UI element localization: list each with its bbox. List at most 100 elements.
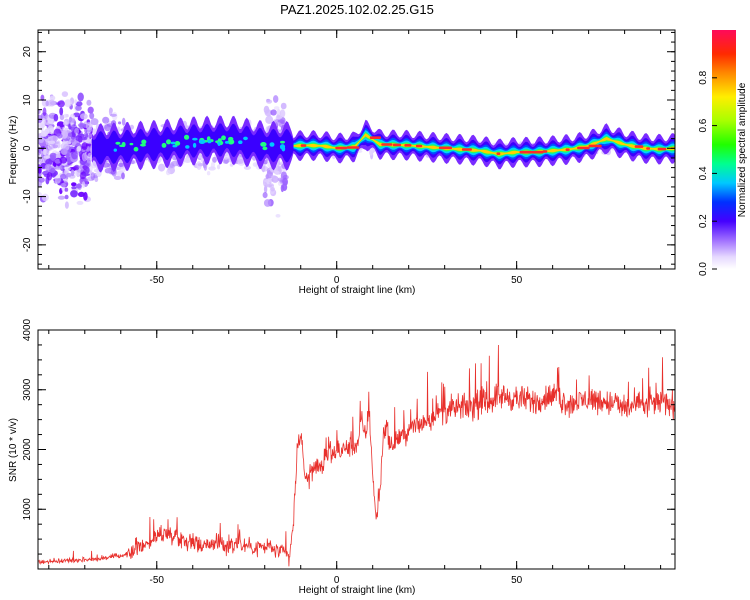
heatmap-noise-blob — [42, 107, 47, 116]
figure-title: PAZ1.2025.102.02.25.G15 — [280, 2, 434, 17]
heatmap-hot-spot — [161, 142, 167, 148]
heatmap-ridge-peak — [646, 147, 650, 150]
heatmap-noise-blob — [38, 146, 42, 156]
heatmap-noise-blob — [102, 116, 110, 124]
heatmap-hot-spot — [166, 139, 171, 145]
heatmap-noise-blob — [47, 140, 56, 144]
heatmap-noise-blob — [71, 166, 79, 171]
heatmap-noise-blob — [197, 163, 204, 167]
heatmap-noise-blob — [75, 101, 83, 107]
heatmap-noise-blob — [70, 169, 75, 177]
heatmap-noise-blob — [263, 199, 272, 207]
heatmap-noise-blob — [45, 100, 50, 107]
heatmap-hot-spot — [207, 139, 212, 144]
heatmap-noise-blob — [279, 109, 286, 118]
heatmap-noise-blob — [121, 172, 125, 180]
heatmap-noise-blob — [74, 127, 79, 135]
heatmap-noise-blob — [46, 171, 53, 181]
heatmap-x-axis-label: Height of straight line (km) — [299, 285, 416, 296]
heatmap-hot-spot — [224, 141, 230, 144]
heatmap-noise-blob — [43, 119, 50, 126]
heatmap-hot-spot — [217, 138, 222, 142]
heatmap-noise-blob — [38, 167, 42, 174]
heatmap-noise-blob — [212, 156, 217, 163]
heatmap-noise-blob — [54, 158, 61, 164]
heatmap-noise-blob — [64, 127, 69, 131]
heatmap-hot-spot — [217, 140, 221, 146]
heatmap-noise-blob — [75, 183, 82, 189]
heatmap-ridge-peak — [404, 144, 412, 147]
heatmap-noise-blob — [59, 156, 68, 164]
heatmap-hot-spot — [121, 141, 126, 148]
heatmap-noise-blob — [76, 200, 84, 205]
heatmap-hot-spot — [280, 140, 285, 144]
heatmap-noise-blob — [77, 92, 84, 102]
x-tick-label: -50 — [150, 275, 165, 286]
heatmap-noise-blob — [75, 105, 82, 111]
heatmap-noise-blob — [71, 150, 79, 160]
heatmap-ridge-peak — [588, 144, 602, 148]
heatmap-noise-blob — [229, 163, 234, 167]
heatmap-hot-spot — [184, 134, 190, 140]
snr-y-axis-label: SNR (10 * v/v) — [8, 418, 19, 482]
heatmap-ridge-peak — [461, 148, 472, 151]
heatmap-noise-blob — [263, 185, 268, 193]
heatmap-noise-blob — [59, 114, 65, 121]
heatmap-noise-blob — [82, 173, 90, 177]
snr-x-ticks: -50 0 50 — [48, 330, 662, 586]
heatmap-noise-blob — [264, 179, 270, 183]
heatmap-hot-spot — [260, 142, 267, 147]
heatmap-hot-spot — [221, 135, 226, 141]
heatmap-noise-blob — [262, 192, 268, 199]
heatmap-noise-blob — [238, 158, 244, 164]
heatmap-noise-blob — [38, 192, 42, 198]
heatmap-noise-blob — [280, 184, 285, 193]
y-tick-label: -20 — [22, 237, 33, 252]
heatmap-hot-spot — [113, 148, 118, 152]
colorbar-tick-label: 0.8 — [698, 70, 709, 84]
heatmap-noise-blob — [66, 172, 72, 177]
heatmap-noise-blob — [61, 130, 68, 139]
heatmap-noise-blob — [75, 135, 81, 141]
heatmap-noise-blob — [165, 169, 171, 176]
spectrogram-panel: -50 0 50 -20 -10 0 10 20 Height of straight li… — [8, 29, 676, 296]
heatmap-noise-blob — [57, 100, 65, 108]
heatmap-noise-blob — [81, 181, 86, 189]
heatmap-noise-blob — [81, 142, 88, 151]
colorbar-label: Normalized spectral amplitude — [737, 82, 748, 217]
heatmap-noise-blob — [222, 159, 229, 164]
y-tick-label: 0 — [22, 145, 33, 151]
heatmap-noise-blob — [60, 173, 67, 180]
heatmap-ridge-peak — [634, 145, 644, 148]
heatmap-hot-spot — [170, 141, 176, 145]
heatmap-noise-blob — [64, 99, 72, 108]
heatmap-noise-blob — [48, 99, 56, 107]
heatmap-ridge — [92, 115, 675, 173]
heatmap-noise-blob — [265, 174, 269, 179]
colorbar: 0.0 0.2 0.4 0.6 0.8 Normalized spectral ampl… — [698, 30, 748, 276]
heatmap-ridge-peak — [415, 144, 423, 148]
heatmap-noise-blob — [86, 99, 92, 106]
heatmap-noise-blob — [44, 163, 52, 171]
heatmap-ridge-peak — [335, 146, 348, 150]
heatmap-ridge-band — [293, 127, 675, 162]
heatmap-hot-spot — [269, 142, 275, 147]
heatmap-noise-blob — [50, 135, 59, 142]
heatmap-noise-blob — [60, 182, 66, 188]
heatmap-noise-blob — [61, 91, 69, 97]
heatmap-noise-blob — [54, 175, 61, 184]
heatmap-noise-blob — [83, 191, 88, 201]
heatmap-noise-blob — [273, 106, 280, 110]
heatmap-noise-blob — [90, 172, 96, 181]
heatmap-noise-blob — [70, 190, 78, 198]
heatmap-noise-blob — [63, 178, 68, 183]
heatmap-noise-blob — [270, 109, 277, 116]
colorbar-gradient — [712, 30, 736, 269]
heatmap-frame — [37, 29, 676, 270]
heatmap-noise-blob — [282, 177, 288, 186]
heatmap-noise-blob — [90, 118, 99, 126]
y-tick-label: 2000 — [22, 438, 33, 461]
heatmap-hot-spot — [198, 139, 206, 144]
heatmap-noise-blob — [110, 113, 117, 117]
heatmap-noise-blob — [66, 152, 70, 157]
